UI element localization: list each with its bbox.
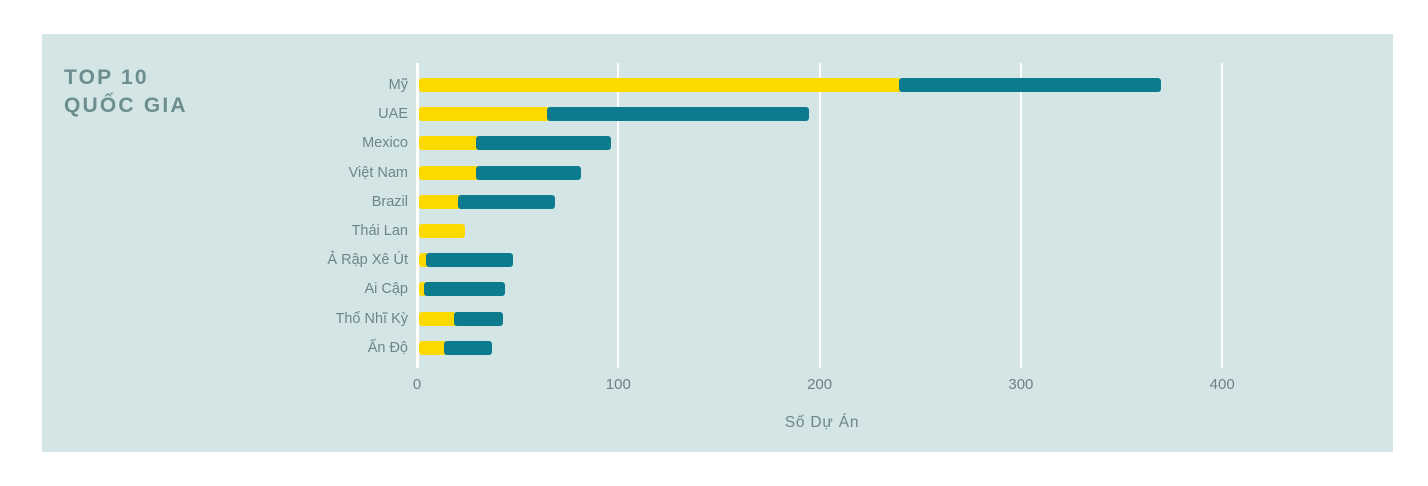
x-tick-label-0: 0 [412, 376, 422, 393]
bar-segment-teal [444, 340, 493, 355]
gridline-300 [1019, 63, 1022, 368]
bar-label-0: Mỹ [388, 77, 408, 93]
bar-row-1 [419, 107, 809, 122]
bar-segment-teal [454, 311, 503, 326]
bar-label-4: Brazil [371, 193, 408, 210]
bar-label-9: Ấn Độ [367, 339, 408, 356]
bar-segment-teal [424, 282, 505, 297]
bar-row-7 [419, 282, 505, 297]
bar-segment-teal [476, 136, 612, 151]
bar-segment-teal [458, 194, 555, 209]
bar-label-6: Ả Rập Xê Út [327, 252, 408, 269]
x-tick-label-100: 100 [605, 376, 631, 393]
bar-row-0 [419, 78, 1161, 92]
bar-segment-yellow [419, 282, 428, 297]
chart-title-line1: TOP 10 [64, 66, 149, 89]
category-labels: Mỹ UAE Mexico Việt Nam Brazil Thái Lan Ả Rập X… [42, 34, 408, 452]
bar-row-4 [419, 194, 555, 209]
bar-segment-yellow [419, 311, 458, 326]
gridline-0 [415, 63, 419, 368]
gridline-100 [617, 63, 620, 368]
bar-segment-teal [899, 78, 1161, 92]
bar-segment-yellow [419, 340, 448, 355]
bar-row-6 [419, 253, 513, 268]
gridline-400 [1221, 63, 1224, 368]
bar-segment-yellow [419, 107, 550, 122]
gridline-200 [818, 63, 821, 368]
x-axis-title: Số Dự Án [784, 414, 860, 431]
x-tick-label-400: 400 [1209, 376, 1235, 393]
plot-area: 0 100 200 300 400 [413, 63, 1367, 393]
x-tick-label-200: 200 [807, 376, 833, 393]
bar-row-3 [419, 165, 582, 180]
bar-row-5 [419, 224, 466, 238]
bar-segment-teal [546, 107, 809, 122]
chart-card: TOP 10 QUỐC GIA Mỹ UAE Mexico Việt Nam Brazi… [42, 34, 1393, 452]
bar-segment-yellow [419, 78, 903, 92]
bar-segment-yellow [419, 253, 430, 268]
bar-segment-teal [426, 253, 513, 268]
bar-label-3: Việt Nam [348, 164, 408, 181]
x-tick-label-300: 300 [1008, 376, 1034, 393]
bar-row-9 [419, 340, 493, 355]
bar-label-2: Mexico [362, 135, 408, 152]
bar-segment-yellow [419, 136, 480, 151]
bar-segment-yellow [419, 224, 466, 238]
bar-segment-teal [476, 165, 582, 180]
chart-title-line2: QUỐC GIA [64, 94, 188, 117]
bar-label-1: UAE [378, 106, 408, 123]
bar-row-2 [419, 136, 612, 151]
chart-title: TOP 10 QUỐC GIA [64, 64, 188, 120]
bar-label-7: Ai Cập [364, 281, 408, 298]
bar-segment-yellow [419, 165, 480, 180]
bar-segment-yellow [419, 194, 462, 209]
bar-label-8: Thổ Nhĩ Kỳ [335, 310, 408, 327]
bar-label-5: Thái Lan [351, 223, 408, 239]
bar-row-8 [419, 311, 503, 326]
